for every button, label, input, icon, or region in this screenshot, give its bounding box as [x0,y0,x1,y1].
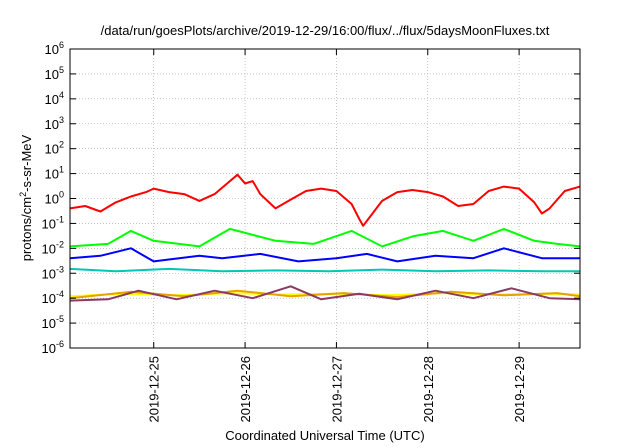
x-tick-label: 2019-12-26 [238,356,253,423]
y-tick-label: 105 [45,65,64,82]
series-line-7 [69,285,581,302]
x-axis-label: Coordinated Universal Time (UTC) [225,428,424,443]
y-axis: 10-6 10-5 10-4 10-3 10-2 10-1 100 101 102 103 104 1… [42,40,580,356]
series-line-1 [69,173,581,227]
y-tick-label: 102 [45,140,64,157]
y-tick-label: 101 [45,165,64,182]
y-tick-label: 10-2 [42,239,64,256]
y-tick-label: 106 [45,40,64,57]
y-axis-label: protons/cm2-s-sr-MeV [18,134,34,261]
series-layer [69,173,581,302]
y-axis-label-rest: -s-sr-MeV [19,134,34,191]
y-tick-label: 10-1 [42,214,64,231]
series-line-2 [69,227,581,248]
y-tick-label: 104 [45,90,64,107]
series-line-6 [69,289,581,300]
grid-lines [70,49,580,348]
y-tick-label: 10-3 [42,264,64,281]
y-axis-label-sup: 2 [18,192,28,197]
y-tick-label: 103 [45,115,64,132]
y-tick-label: 10-4 [42,289,64,306]
y-tick-label: 10-5 [42,314,64,331]
series-line-4 [69,267,580,273]
x-tick-label: 2019-12-29 [512,356,527,423]
x-tick-label: 2019-12-28 [421,356,436,423]
x-tick-label: 2019-12-25 [147,356,162,423]
x-tick-label: 2019-12-27 [329,356,344,423]
y-tick-label: 100 [45,190,64,207]
series-line-3 [69,247,580,263]
x-axis: 2019-12-25 2019-12-26 2019-12-27 2019-12-28… [147,49,527,423]
y-axis-label-base: protons/cm [19,197,34,261]
chart-title: /data/run/goesPlots/archive/2019-12-29/1… [101,23,550,38]
y-tick-label: 10-6 [42,339,64,356]
